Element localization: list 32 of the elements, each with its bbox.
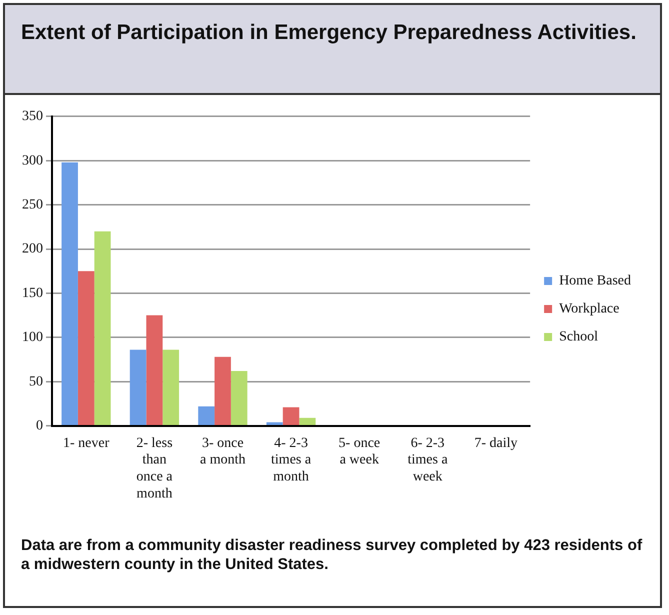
y-tick-label: 300 [22,153,43,168]
x-tick-label: 7- daily [474,436,518,451]
y-tick-label: 150 [22,286,43,301]
bar [230,370,248,426]
bar [266,422,283,426]
chart-title: Extent of Participation in Emergency Preparedness Activities. [21,20,638,46]
x-tick-label: 1- never [63,436,110,451]
x-tick-label: 5- once a week [338,436,380,468]
y-tick-label: 50 [29,374,43,390]
bar [198,406,215,426]
bar [94,231,111,426]
bar [282,407,300,426]
x-tick-label: 2- less than once a month [136,436,174,502]
y-tick-label: 350 [22,109,43,124]
bar [146,315,163,426]
legend-label: Workplace [559,302,620,317]
bar [62,162,78,426]
x-tick-label: 4- 2-3 times a month [271,436,312,484]
y-tick-label: 100 [22,330,43,346]
x-tick-label: 3- once a month [200,436,246,468]
bar [162,350,180,426]
bar [299,418,316,426]
legend-label: Home Based [559,274,632,289]
text: Data are from a community disaster readiness survey completed by 423 residents of a midwestern county in the United States. [21,537,644,574]
y-tick-label: 0 [36,418,43,434]
bar [214,356,231,426]
x-tick-label: 6- 2-3 times a week [408,436,448,484]
legend-label: School [559,330,598,345]
bar [130,350,146,426]
bar [78,271,94,426]
y-tick-label: 200 [22,242,43,257]
y-tick-label: 250 [22,197,43,212]
